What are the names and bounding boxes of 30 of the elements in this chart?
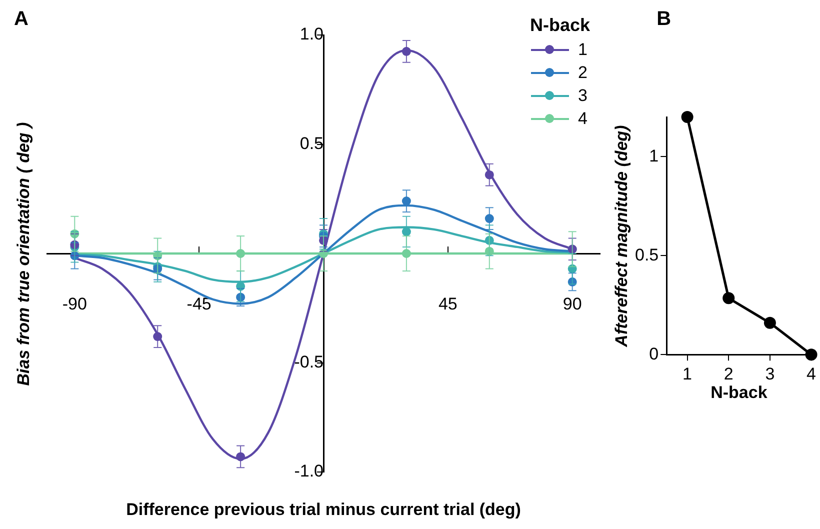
legend-label: 3 [578, 86, 588, 106]
x-tick-label: 90 [562, 294, 582, 314]
y-tick-label: 0.5 [300, 134, 324, 153]
point [722, 292, 735, 304]
y-tick-label: -1.0 [294, 462, 324, 481]
chart-title: A [14, 8, 28, 31]
legend-title: N-back [530, 15, 590, 36]
x-tick-label: -90 [62, 294, 87, 314]
y-tick-label: 0 [649, 344, 659, 364]
y-tick-label: 1 [649, 146, 659, 166]
y-axis-title: Aftereffect magnitude (deg) [612, 124, 632, 347]
x-tick-label: 2 [724, 364, 734, 384]
x-axis-title: N-back [710, 382, 768, 403]
point [681, 111, 694, 123]
y-tick-label: -0.5 [294, 352, 324, 372]
legend-label: 4 [578, 108, 588, 128]
x-axis-title: Difference previous trial minus current trial (deg) [126, 500, 521, 520]
y-tick-label: 1.0 [300, 24, 324, 44]
x-tick-label: 45 [438, 294, 458, 314]
x-tick-label: 3 [765, 364, 775, 384]
x-tick-label: 1 [682, 364, 692, 384]
point [764, 316, 776, 329]
x-tick-label: -45 [186, 294, 212, 314]
point [805, 348, 818, 361]
y-axis-title: Bias from true orientation ( deg ) [14, 122, 34, 386]
chart-title: B [656, 8, 672, 31]
x-tick-label: 4 [806, 364, 816, 384]
legend-label: 2 [578, 62, 588, 82]
y-tick-label: 0.5 [634, 245, 659, 264]
legend-label: 1 [578, 40, 588, 60]
